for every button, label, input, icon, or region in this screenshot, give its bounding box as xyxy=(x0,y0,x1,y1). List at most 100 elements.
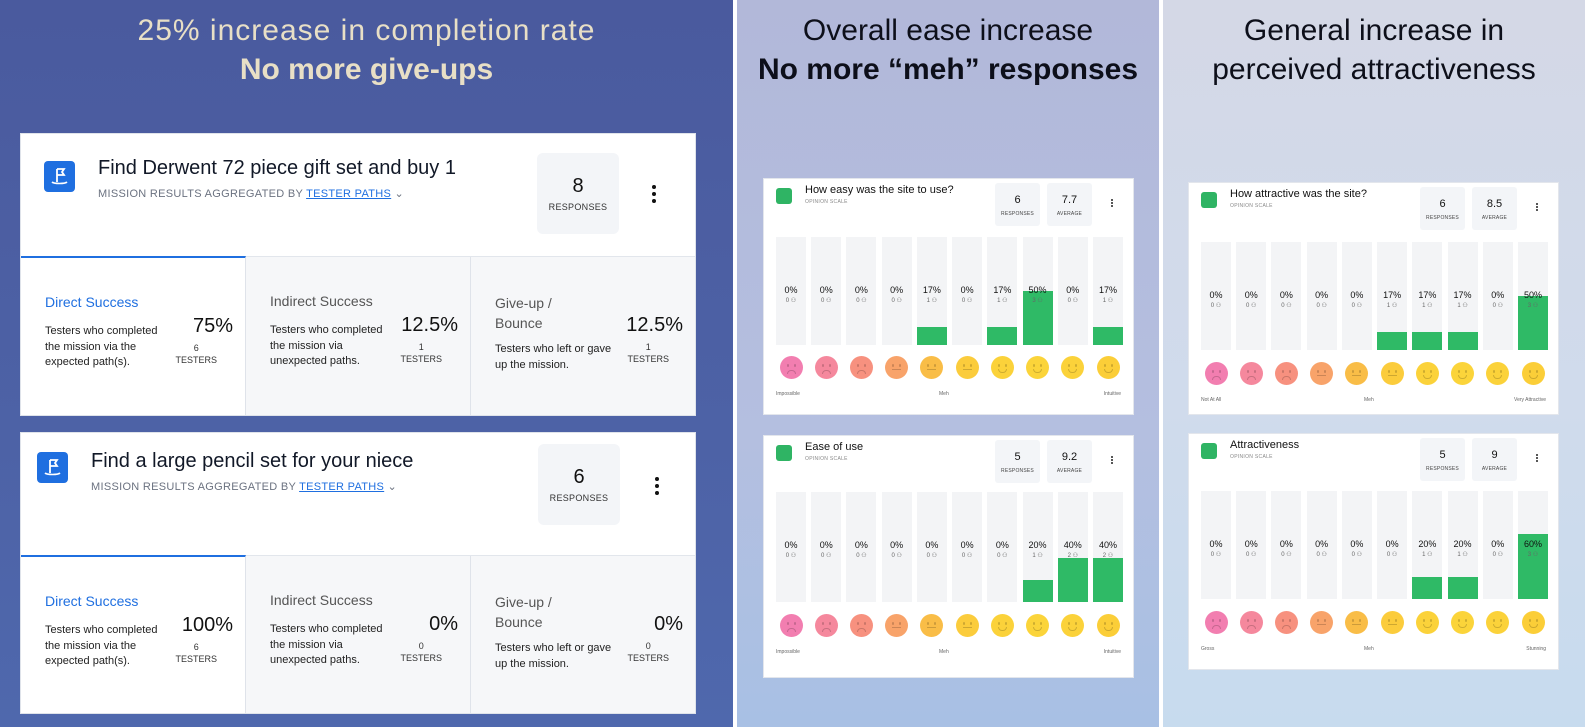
tester-paths-link[interactable]: TESTER PATHS xyxy=(299,481,385,493)
opinion-bar: 0% 0 ⚇ xyxy=(1201,491,1231,599)
responses-count: 5 xyxy=(1439,449,1446,461)
completion-heading: 25% increase in completion rate No more … xyxy=(0,11,733,89)
responses-box: 6 RESPONSES xyxy=(995,183,1040,226)
opinion-bar: 17% 1 ⚇ xyxy=(1377,242,1408,350)
opinion-bar: 60% 3 ⚇ xyxy=(1518,491,1548,599)
emoji-face-icon xyxy=(1061,614,1085,637)
metric-tab[interactable]: Indirect Success Testers who completed th… xyxy=(246,257,471,415)
opinion-bar: 40% 2 ⚇ xyxy=(1093,492,1123,602)
bar-count: 3 ⚇ xyxy=(1527,303,1539,309)
emoji-face-icon xyxy=(1310,611,1334,634)
more-options-icon[interactable] xyxy=(1535,454,1539,464)
metric-tab[interactable]: Indirect Success Testers who completed th… xyxy=(246,556,471,713)
tester-label: TESTERS xyxy=(175,654,217,664)
question-type: OPINION SCALE xyxy=(1230,454,1273,460)
more-options-icon[interactable] xyxy=(649,185,659,205)
metric-percent: 12.5% xyxy=(401,314,458,336)
bar-count: 0 ⚇ xyxy=(1316,303,1327,309)
scale-label: Intuitive xyxy=(1103,649,1121,655)
responses-label: RESPONSES xyxy=(1001,468,1034,474)
more-options-icon[interactable] xyxy=(652,477,662,497)
scale-label: Meh xyxy=(939,649,949,655)
bar-count: 0 ⚇ xyxy=(926,553,938,559)
metric-count: 6 TESTERS xyxy=(175,641,217,665)
question-title: How attractive was the site? xyxy=(1230,188,1367,200)
opinion-bar: 0% 0 ⚇ xyxy=(1057,237,1088,345)
responses-count: 8 xyxy=(572,175,584,197)
average-box: 9 AVERAGE xyxy=(1472,438,1517,481)
emoji-face-icon xyxy=(1274,611,1298,634)
mission-flag-icon xyxy=(44,161,75,192)
opinion-bar: 17% 1 ⚇ xyxy=(1412,242,1443,350)
tester-label: TESTERS xyxy=(175,355,217,365)
opinion-bar: 17% 1 ⚇ xyxy=(1447,242,1478,350)
more-options-icon[interactable] xyxy=(1535,203,1539,213)
opinion-bar: 0% 0 ⚇ xyxy=(1482,242,1513,350)
more-options-icon[interactable] xyxy=(1110,456,1114,466)
emoji-face-icon xyxy=(1415,362,1439,385)
metric-percent: 75% xyxy=(192,315,233,337)
emoji-face-icon xyxy=(955,614,979,637)
bar-count: 1 ⚇ xyxy=(1032,553,1043,559)
bar-count: 0 ⚇ xyxy=(821,553,832,559)
opinion-bar: 20% 1 ⚇ xyxy=(1412,491,1443,599)
emoji-face-icon xyxy=(1486,362,1510,385)
emoji-face-icon xyxy=(1026,356,1050,379)
metric-tab[interactable]: Give-up / Bounce Testers who left or gave… xyxy=(471,257,695,415)
chevron-down-icon[interactable]: ⌄ xyxy=(387,481,398,493)
question-title: Ease of use xyxy=(805,441,864,453)
emoji-face-icon xyxy=(1345,611,1369,634)
emoji-face-icon xyxy=(779,356,803,379)
tester-paths-link[interactable]: TESTER PATHS xyxy=(306,188,392,200)
chevron-down-icon[interactable]: ⌄ xyxy=(394,188,405,200)
tester-count: 6 xyxy=(193,343,199,353)
more-options-icon[interactable] xyxy=(1110,199,1114,209)
emoji-face-icon xyxy=(1521,362,1545,385)
tester-label: TESTERS xyxy=(400,354,442,364)
opinion-bar: 20% 1 ⚇ xyxy=(1022,492,1053,602)
bar-count: 0 ⚇ xyxy=(785,298,797,304)
bar-percent: 0% xyxy=(890,285,904,295)
bar-percent: 17% xyxy=(1383,290,1402,300)
scale-label: Not At All xyxy=(1201,397,1222,403)
tester-count: 1 xyxy=(418,342,424,352)
bar-percent: 20% xyxy=(1028,540,1047,550)
emoji-face-icon xyxy=(849,614,873,637)
ease-heading: Overall ease increase No more “meh” resp… xyxy=(737,11,1159,89)
bar-percent: 20% xyxy=(1418,539,1437,549)
bar-count: 0 ⚇ xyxy=(1210,552,1222,558)
attractiveness-heading: General increase in perceived attractive… xyxy=(1163,11,1585,89)
bar-percent: 50% xyxy=(1523,290,1542,300)
bar-count: 0 ⚇ xyxy=(961,298,973,304)
bar-count: 0 ⚇ xyxy=(1316,552,1327,558)
responses-count: 6 xyxy=(1439,198,1446,210)
scale-label: Meh xyxy=(1364,397,1374,403)
metric-tab[interactable]: Direct Success Testers who completed the … xyxy=(21,256,246,415)
metric-description: Testers who left or gave up the mission. xyxy=(495,642,612,670)
mission-subtitle: MISSION RESULTS AGGREGATED BY TESTER PAT… xyxy=(91,480,397,493)
average-box: 9.2 AVERAGE xyxy=(1047,440,1092,483)
opinion-bar: 0% 0 ⚇ xyxy=(987,492,1018,602)
responses-label: RESPONSES xyxy=(1001,211,1034,217)
bar-count: 0 ⚇ xyxy=(1386,552,1398,558)
bar-count: 1 ⚇ xyxy=(1422,303,1433,309)
bar-fill xyxy=(1377,332,1408,350)
mission-card: Find a large pencil set for your niece M… xyxy=(20,432,696,714)
tester-count: 1 xyxy=(645,342,651,352)
average-label: AVERAGE xyxy=(1481,215,1508,221)
bar-percent: 0% xyxy=(1385,539,1399,549)
metric-tab[interactable]: Give-up / Bounce Testers who left or gave… xyxy=(471,556,695,713)
bar-fill xyxy=(1093,558,1123,602)
emoji-face-icon xyxy=(1451,611,1475,634)
heading-line-2: No more “meh” responses xyxy=(757,53,1139,86)
scale-label: Very Attractive xyxy=(1514,397,1546,403)
tester-label: TESTERS xyxy=(400,653,442,663)
metric-tab[interactable]: Direct Success Testers who completed the … xyxy=(21,555,246,713)
emoji-face-icon xyxy=(1096,356,1120,379)
bar-count: 1 ⚇ xyxy=(1457,552,1468,558)
subtitle-prefix: MISSION RESULTS AGGREGATED BY xyxy=(91,481,296,493)
emoji-face-icon xyxy=(1239,362,1263,385)
opinion-bar: 50% 3 ⚇ xyxy=(1022,237,1053,345)
responses-box: 6 RESPONSES xyxy=(1420,187,1465,230)
emoji-face-icon xyxy=(1026,614,1050,637)
